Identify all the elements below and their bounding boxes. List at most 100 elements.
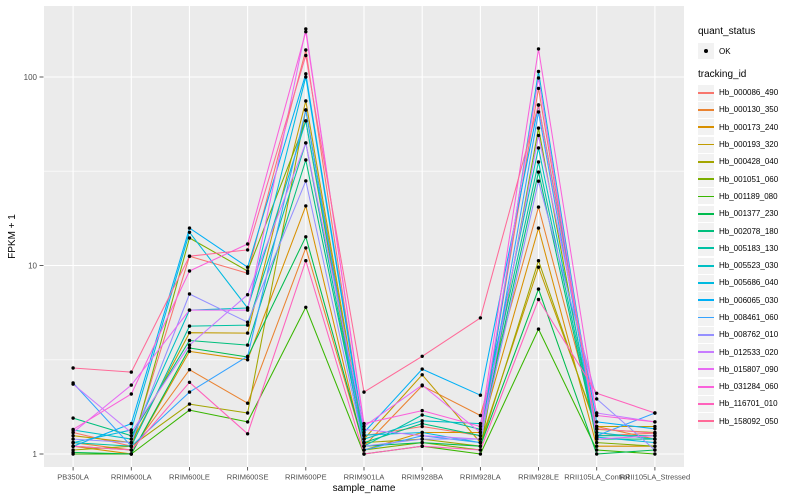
data-point (478, 413, 483, 418)
x-tick-label: RRIM600LE (169, 473, 210, 482)
data-point (595, 437, 599, 441)
legend-key-line (698, 333, 714, 336)
data-point (187, 338, 192, 343)
data-point (304, 99, 308, 103)
legend-key (698, 292, 714, 309)
legend-key (698, 361, 714, 378)
legend-key-line (698, 178, 714, 181)
data-point (129, 434, 133, 438)
data-point (71, 437, 75, 441)
data-point (362, 433, 366, 437)
chart-canvas: PB350LA RRIM600LA RRIM600LE RRIM600SE RRIM60… (7, 6, 690, 494)
data-point (304, 179, 308, 183)
legend-item: Hb_006065_030 (698, 292, 800, 309)
data-point (304, 259, 308, 263)
legend-item: Hb_000428_040 (698, 153, 800, 170)
x-tick-label: RRII105LA_Control (564, 473, 629, 482)
data-point (653, 427, 657, 431)
legend-item: Hb_001377_230 (698, 205, 800, 222)
legend-item-label: Hb_001189_080 (719, 191, 778, 201)
legend-key-line (698, 160, 714, 163)
quant-status-title: quant_status (698, 26, 756, 37)
data-point (478, 448, 483, 452)
data-point (595, 411, 599, 415)
data-point (420, 373, 424, 377)
data-point (71, 366, 75, 370)
legend-key (698, 188, 714, 205)
data-point (129, 437, 133, 441)
data-point (304, 158, 308, 162)
data-point (362, 427, 366, 432)
data-point (245, 269, 250, 273)
data-point (595, 440, 599, 445)
data-point (129, 440, 133, 445)
data-point (362, 430, 366, 435)
data-point (536, 265, 541, 269)
legend-key (698, 171, 714, 188)
data-point (478, 427, 483, 432)
x-axis-title: sample_name (333, 483, 396, 494)
legend-item-label: Hb_116701_010 (719, 399, 778, 409)
plot-area: PB350LA RRIM600LA RRIM600LE RRIM600SE RRIM60… (24, 6, 690, 482)
legend-key (698, 240, 714, 257)
legend-item: Hb_116701_010 (698, 395, 800, 412)
ok-point-icon (704, 49, 709, 54)
legend-item-label: Hb_012533_020 (719, 347, 779, 357)
data-point (420, 444, 424, 448)
data-point (653, 434, 657, 438)
legend-item: Hb_000130_350 (698, 101, 800, 118)
legend-item-label: Hb_005183_130 (719, 243, 779, 253)
data-point (304, 235, 308, 239)
data-point (304, 204, 308, 208)
data-point (129, 452, 133, 456)
data-point (304, 141, 308, 145)
data-point (653, 452, 657, 456)
legend-item-label: Hb_001377_230 (719, 209, 779, 219)
data-point (187, 346, 192, 350)
legend-key-line (698, 420, 714, 423)
legend-key-line (698, 247, 714, 250)
legend-key (698, 205, 714, 222)
legend-key-line (698, 109, 714, 111)
x-tick-label: RRIM928BA (401, 473, 443, 482)
data-point (536, 179, 541, 183)
data-point (362, 452, 366, 456)
x-tick-label: PB350LA (57, 473, 89, 482)
data-point (653, 411, 657, 415)
data-point (362, 448, 366, 452)
data-point (187, 236, 192, 240)
legend-item-label: Hb_000193_320 (719, 140, 779, 150)
data-point (71, 382, 75, 386)
data-point (245, 343, 250, 347)
data-point (304, 72, 308, 76)
data-point (362, 390, 366, 394)
data-point (536, 226, 541, 230)
legend-item-label: Hb_000428_040 (719, 157, 779, 167)
legend-key-line (698, 91, 714, 94)
data-point (304, 305, 308, 309)
data-point (653, 440, 657, 445)
legend-item-label: Hb_005686_040 (719, 278, 779, 288)
legend-key (698, 309, 714, 326)
data-point (536, 47, 541, 51)
data-point (595, 397, 599, 401)
x-tick-label: RRIM600SE (227, 473, 269, 482)
legend-key (698, 136, 714, 153)
data-point (304, 27, 308, 31)
data-point (245, 331, 250, 335)
data-point (245, 358, 250, 362)
legend-item-label: Hb_158092_050 (719, 416, 779, 426)
legend-key (698, 326, 714, 343)
legend-item: Hb_000173_240 (698, 119, 800, 136)
data-point (71, 434, 75, 438)
data-point (420, 421, 424, 426)
legend-key (698, 395, 714, 412)
data-point (129, 444, 133, 448)
data-point (536, 69, 541, 74)
data-point (304, 53, 308, 58)
data-point (478, 393, 483, 397)
data-point (129, 430, 133, 435)
legend-key (698, 84, 714, 101)
data-point (187, 331, 192, 335)
data-point (536, 327, 541, 331)
